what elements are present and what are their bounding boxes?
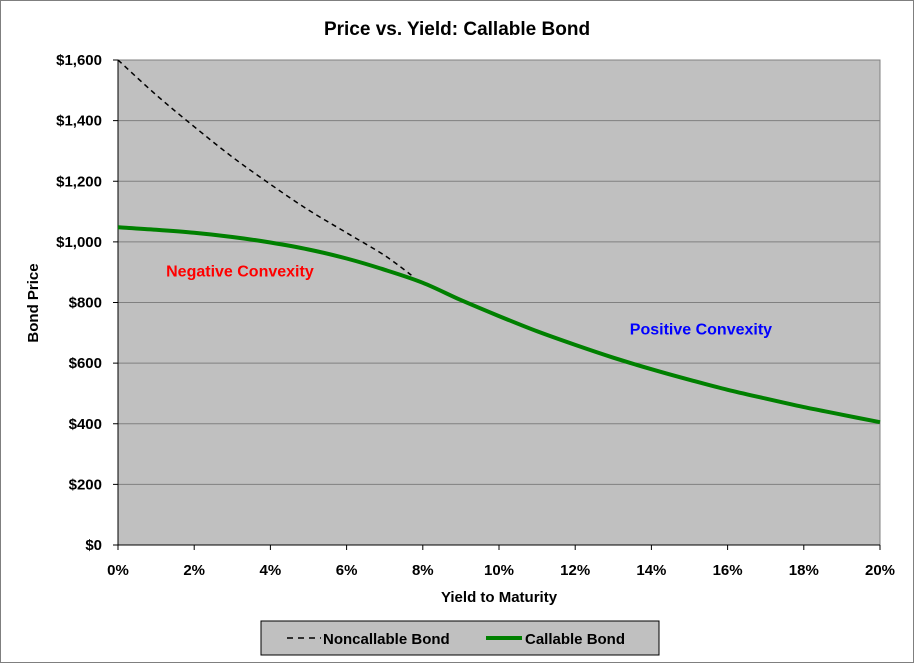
annotation-0: Negative Convexity xyxy=(166,264,314,281)
grid-lines xyxy=(118,59,880,485)
x-axis-label: Yield to Maturity xyxy=(441,589,558,606)
y-tick-label-3: $600 xyxy=(69,355,102,372)
y-axis-tick-labels: $0 $200 $400 $600 $800 $1,000 $1,200 $1,400 $1,6… xyxy=(56,52,102,554)
annotation-1: Positive Convexity xyxy=(630,321,772,338)
legend-box xyxy=(260,620,660,656)
x-tick-label-8: 16% xyxy=(713,562,743,579)
y-tick-label-8: $1,600 xyxy=(56,52,102,69)
x-tick-label-9: 18% xyxy=(789,562,819,579)
series-lines xyxy=(117,59,881,425)
y-tick-label-2: $400 xyxy=(69,416,102,433)
axes xyxy=(113,59,881,550)
legend: Noncallable Bond Callable Bond xyxy=(260,620,660,656)
y-tick-label-0: $0 xyxy=(85,537,102,554)
y-tick-label-7: $1,400 xyxy=(56,113,102,130)
y-tick-label-5: $1,000 xyxy=(56,234,102,251)
legend-noncallable-label: Noncallable Bond xyxy=(323,631,450,648)
x-tick-label-5: 10% xyxy=(484,562,514,579)
y-tick-label-1: $200 xyxy=(69,476,102,493)
x-tick-label-6: 12% xyxy=(560,562,590,579)
x-tick-label-4: 8% xyxy=(412,562,434,579)
x-tick-label-2: 4% xyxy=(260,562,282,579)
series-line-noncallable-bond xyxy=(117,59,412,276)
x-tick-label-0: 0% xyxy=(107,562,129,579)
x-axis-tick-labels: 0% 2% 4% 6% 8% 10% 12% 14% 16% 18% 20% xyxy=(107,562,895,579)
chart-title: Price vs. Yield: Callable Bond xyxy=(324,19,590,40)
series-line-callable-bond xyxy=(117,225,881,425)
x-tick-label-3: 6% xyxy=(336,562,358,579)
x-tick-label-1: 2% xyxy=(183,562,205,579)
x-tick-label-10: 20% xyxy=(865,562,895,579)
annotations: Negative Convexity Positive Convexity xyxy=(166,264,772,339)
x-tick-label-7: 14% xyxy=(636,562,666,579)
y-axis-label: Bond Price xyxy=(25,263,42,342)
legend-callable-label: Callable Bond xyxy=(525,631,625,648)
y-tick-label-6: $1,200 xyxy=(56,173,102,190)
y-tick-label-4: $800 xyxy=(69,295,102,312)
